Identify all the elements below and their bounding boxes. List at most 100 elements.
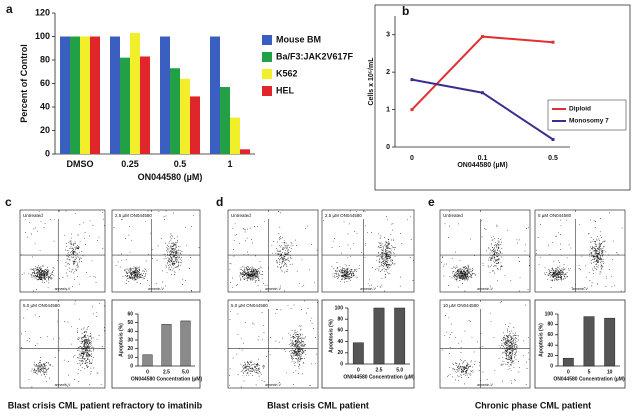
panel-caption: Chronic phase CML patient: [475, 400, 591, 410]
label-bg: [442, 302, 492, 309]
y-tick-label: 100: [35, 31, 50, 41]
x-tick-label: 2.5: [163, 369, 170, 375]
bar: [352, 342, 364, 365]
dot-cloud: [113, 210, 200, 292]
y-tick-label: 1: [386, 106, 390, 113]
point-marker: [481, 35, 484, 39]
dot-cloud: [229, 300, 318, 388]
y-tick-label: 80: [337, 317, 343, 323]
x-axis-label: ON044580 Concentration (µM): [343, 374, 415, 380]
x-tick-label: 10: [607, 369, 613, 375]
y-tick-label: 60: [337, 328, 343, 334]
x-tick-label: 0.5: [548, 155, 558, 162]
legend-swatch: [262, 86, 272, 96]
x-tick-label: 0: [410, 155, 414, 162]
bar: [190, 96, 200, 154]
legend-label: HEL: [276, 85, 295, 95]
dot-plot-axis-label: annexin-V: [265, 287, 281, 291]
dot-plot-axis-label: annexin-V: [55, 383, 71, 387]
dot-plot-label: 5.0 µM ON044580: [23, 303, 60, 308]
dot-plot-label: 10 µM ON044580: [443, 303, 479, 308]
bar: [142, 354, 153, 367]
label-bg: [230, 302, 280, 309]
dot-cloud: [441, 210, 530, 292]
bar: [373, 307, 385, 365]
bar: [130, 32, 140, 154]
y-tick-label: 120: [35, 7, 50, 17]
dot-plot-label: 5.0 µM ON044580: [231, 303, 268, 308]
legend-label: Mouse BM: [276, 34, 321, 44]
x-tick-label: 0: [567, 369, 570, 375]
x-tick-label: 0.1: [478, 155, 488, 162]
dot-plot-frame: [19, 299, 106, 389]
y-tick-label: 60: [40, 78, 50, 88]
bar: [161, 324, 172, 367]
dot-cloud: [442, 301, 530, 385]
bar: [120, 57, 130, 154]
panel-frame: [321, 299, 415, 389]
x-tick-label: DMSO: [67, 159, 94, 169]
panel-frame: [111, 299, 201, 389]
y-tick-label: 30: [127, 337, 133, 343]
legend-box: [547, 99, 627, 131]
x-tick-label: 2.5: [376, 367, 383, 373]
dot-cloud: [536, 212, 623, 292]
bar: [583, 316, 595, 367]
dot-plot-frame: [227, 209, 319, 293]
dot-plot-axis-label: annexin-V: [265, 383, 281, 387]
legend-label: K562: [276, 68, 298, 78]
dot-plot-axis-label: annexin-V: [55, 287, 71, 291]
y-axis-label: Percent of Control: [19, 44, 29, 123]
dot-plot-label: Untreated: [443, 213, 463, 218]
y-tick-label: 100: [545, 311, 554, 317]
dot-plot-frame: [111, 209, 201, 293]
label-bg: [442, 212, 492, 219]
label-bg: [230, 212, 280, 219]
dot-plot-frame: [321, 209, 415, 293]
y-tick-label: 40: [40, 101, 50, 111]
x-tick-label: 1: [227, 159, 232, 169]
bar: [170, 68, 180, 154]
legend-label: Monosomy 7: [569, 118, 609, 125]
bar: [180, 78, 190, 154]
panel-caption: Blast crisis CML patient refractory to i…: [8, 400, 203, 410]
legend-swatch: [262, 35, 272, 45]
y-tick-label: 40: [547, 343, 553, 349]
label-bg: [22, 302, 69, 309]
bar: [90, 36, 100, 154]
dot-plot-axis-label: annexin-V: [148, 287, 164, 291]
series-line: [411, 35, 554, 111]
dot-plot-label: Untreated: [231, 213, 251, 218]
dot-plot-axis-label: annexin-V: [572, 287, 588, 291]
y-tick-label: 2: [386, 69, 390, 76]
y-tick-label: 100: [335, 305, 344, 311]
y-tick-label: 0: [386, 144, 390, 151]
label-bg: [22, 212, 69, 219]
y-tick-label: 0: [340, 361, 343, 367]
x-axis-label: ON044580 (µM): [457, 162, 507, 169]
bar: [60, 36, 70, 154]
label-bg: [324, 212, 375, 219]
y-tick-label: 40: [127, 329, 133, 335]
panel-caption: Blast crisis CML patient: [267, 400, 369, 410]
bar: [240, 149, 250, 154]
legend-label: Diploid: [569, 106, 591, 113]
x-axis-label: ON044580 (µM): [138, 172, 203, 182]
y-tick-label: 0: [130, 363, 133, 369]
bar: [140, 56, 150, 154]
label-bg: [537, 212, 587, 219]
x-tick-label: 0: [357, 367, 360, 373]
panel-letter: d: [216, 195, 223, 209]
y-tick-label: 20: [547, 353, 553, 359]
bar: [562, 357, 574, 367]
point-marker: [551, 138, 555, 142]
dot-plot-axis-label: annexin-V: [477, 287, 493, 291]
y-tick-label: 60: [127, 311, 133, 317]
dot-plot-frame: [534, 209, 626, 293]
dot-plot-axis-label: annexin-V: [477, 383, 493, 387]
dot-plot-label: 2.5 µM ON044580: [115, 213, 152, 218]
y-tick-label: 20: [127, 346, 133, 352]
y-tick-label: 3: [386, 32, 390, 39]
